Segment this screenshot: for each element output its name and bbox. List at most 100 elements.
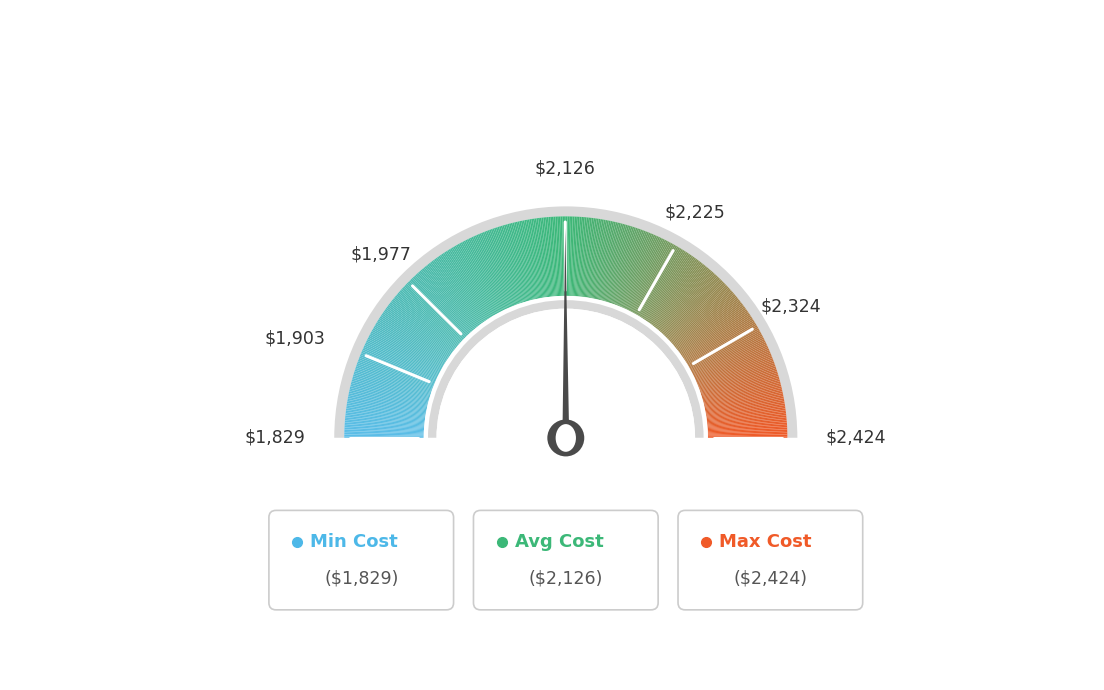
Wedge shape: [524, 220, 540, 298]
Wedge shape: [519, 221, 537, 299]
Wedge shape: [696, 348, 769, 382]
Wedge shape: [591, 219, 606, 298]
Wedge shape: [690, 330, 760, 370]
Wedge shape: [537, 218, 548, 297]
Wedge shape: [444, 252, 489, 319]
Wedge shape: [565, 217, 567, 296]
Wedge shape: [543, 217, 552, 297]
Wedge shape: [424, 296, 708, 438]
Wedge shape: [411, 279, 467, 337]
Wedge shape: [708, 417, 786, 426]
Wedge shape: [602, 224, 623, 301]
Wedge shape: [625, 237, 660, 309]
Wedge shape: [652, 262, 702, 326]
Wedge shape: [647, 255, 693, 322]
Wedge shape: [634, 244, 675, 314]
Wedge shape: [666, 282, 724, 338]
Wedge shape: [692, 337, 764, 375]
Wedge shape: [705, 398, 784, 413]
Wedge shape: [442, 254, 487, 320]
Wedge shape: [690, 331, 761, 371]
Wedge shape: [624, 235, 657, 308]
Wedge shape: [623, 235, 656, 308]
Wedge shape: [612, 228, 639, 304]
Wedge shape: [558, 217, 561, 296]
Wedge shape: [404, 285, 463, 341]
Wedge shape: [707, 412, 786, 422]
Wedge shape: [545, 217, 553, 297]
Wedge shape: [574, 217, 580, 296]
Wedge shape: [564, 217, 565, 296]
Wedge shape: [436, 257, 484, 323]
Wedge shape: [347, 405, 425, 418]
Wedge shape: [492, 228, 520, 304]
Wedge shape: [699, 358, 773, 388]
Wedge shape: [485, 231, 514, 306]
Wedge shape: [374, 325, 444, 366]
Wedge shape: [669, 285, 728, 341]
Wedge shape: [403, 286, 463, 342]
Wedge shape: [357, 363, 432, 391]
Wedge shape: [692, 336, 763, 373]
Wedge shape: [482, 232, 513, 306]
Wedge shape: [562, 217, 564, 296]
Wedge shape: [567, 217, 570, 296]
Wedge shape: [412, 277, 468, 336]
Wedge shape: [576, 217, 583, 296]
Wedge shape: [486, 230, 516, 306]
Wedge shape: [585, 218, 597, 297]
Wedge shape: [382, 313, 448, 359]
Wedge shape: [413, 277, 468, 335]
Wedge shape: [443, 253, 488, 320]
Wedge shape: [499, 226, 524, 302]
Wedge shape: [347, 403, 425, 417]
Wedge shape: [658, 269, 711, 331]
Wedge shape: [701, 368, 776, 394]
Wedge shape: [555, 217, 560, 296]
Wedge shape: [349, 390, 427, 408]
Wedge shape: [351, 383, 428, 404]
Wedge shape: [518, 221, 535, 299]
FancyBboxPatch shape: [678, 511, 862, 610]
Wedge shape: [437, 257, 485, 322]
Wedge shape: [590, 219, 604, 298]
Wedge shape: [620, 233, 652, 307]
Wedge shape: [352, 378, 429, 400]
Wedge shape: [376, 322, 445, 365]
Wedge shape: [479, 233, 511, 307]
Wedge shape: [634, 243, 672, 313]
Wedge shape: [402, 288, 461, 342]
Wedge shape: [407, 282, 466, 338]
Wedge shape: [502, 225, 527, 302]
Wedge shape: [684, 316, 752, 361]
Wedge shape: [370, 333, 440, 371]
Wedge shape: [369, 334, 440, 373]
Wedge shape: [500, 226, 526, 302]
Wedge shape: [452, 247, 493, 316]
Wedge shape: [577, 217, 585, 297]
Wedge shape: [669, 286, 729, 342]
Wedge shape: [421, 269, 474, 331]
Wedge shape: [373, 326, 443, 368]
Wedge shape: [383, 310, 449, 357]
Wedge shape: [422, 268, 475, 330]
Wedge shape: [355, 366, 432, 393]
Wedge shape: [344, 435, 424, 437]
Wedge shape: [578, 217, 586, 297]
Wedge shape: [396, 294, 458, 346]
Wedge shape: [349, 391, 427, 409]
Wedge shape: [656, 266, 707, 328]
Wedge shape: [665, 279, 721, 337]
Wedge shape: [697, 353, 772, 384]
Wedge shape: [359, 356, 434, 386]
Text: $2,324: $2,324: [760, 298, 820, 316]
Wedge shape: [346, 408, 425, 420]
Wedge shape: [657, 268, 710, 330]
Wedge shape: [344, 429, 424, 433]
Wedge shape: [392, 299, 455, 350]
Wedge shape: [700, 364, 775, 392]
Wedge shape: [651, 261, 700, 325]
Wedge shape: [614, 230, 643, 305]
Wedge shape: [649, 259, 698, 324]
Wedge shape: [696, 347, 768, 380]
